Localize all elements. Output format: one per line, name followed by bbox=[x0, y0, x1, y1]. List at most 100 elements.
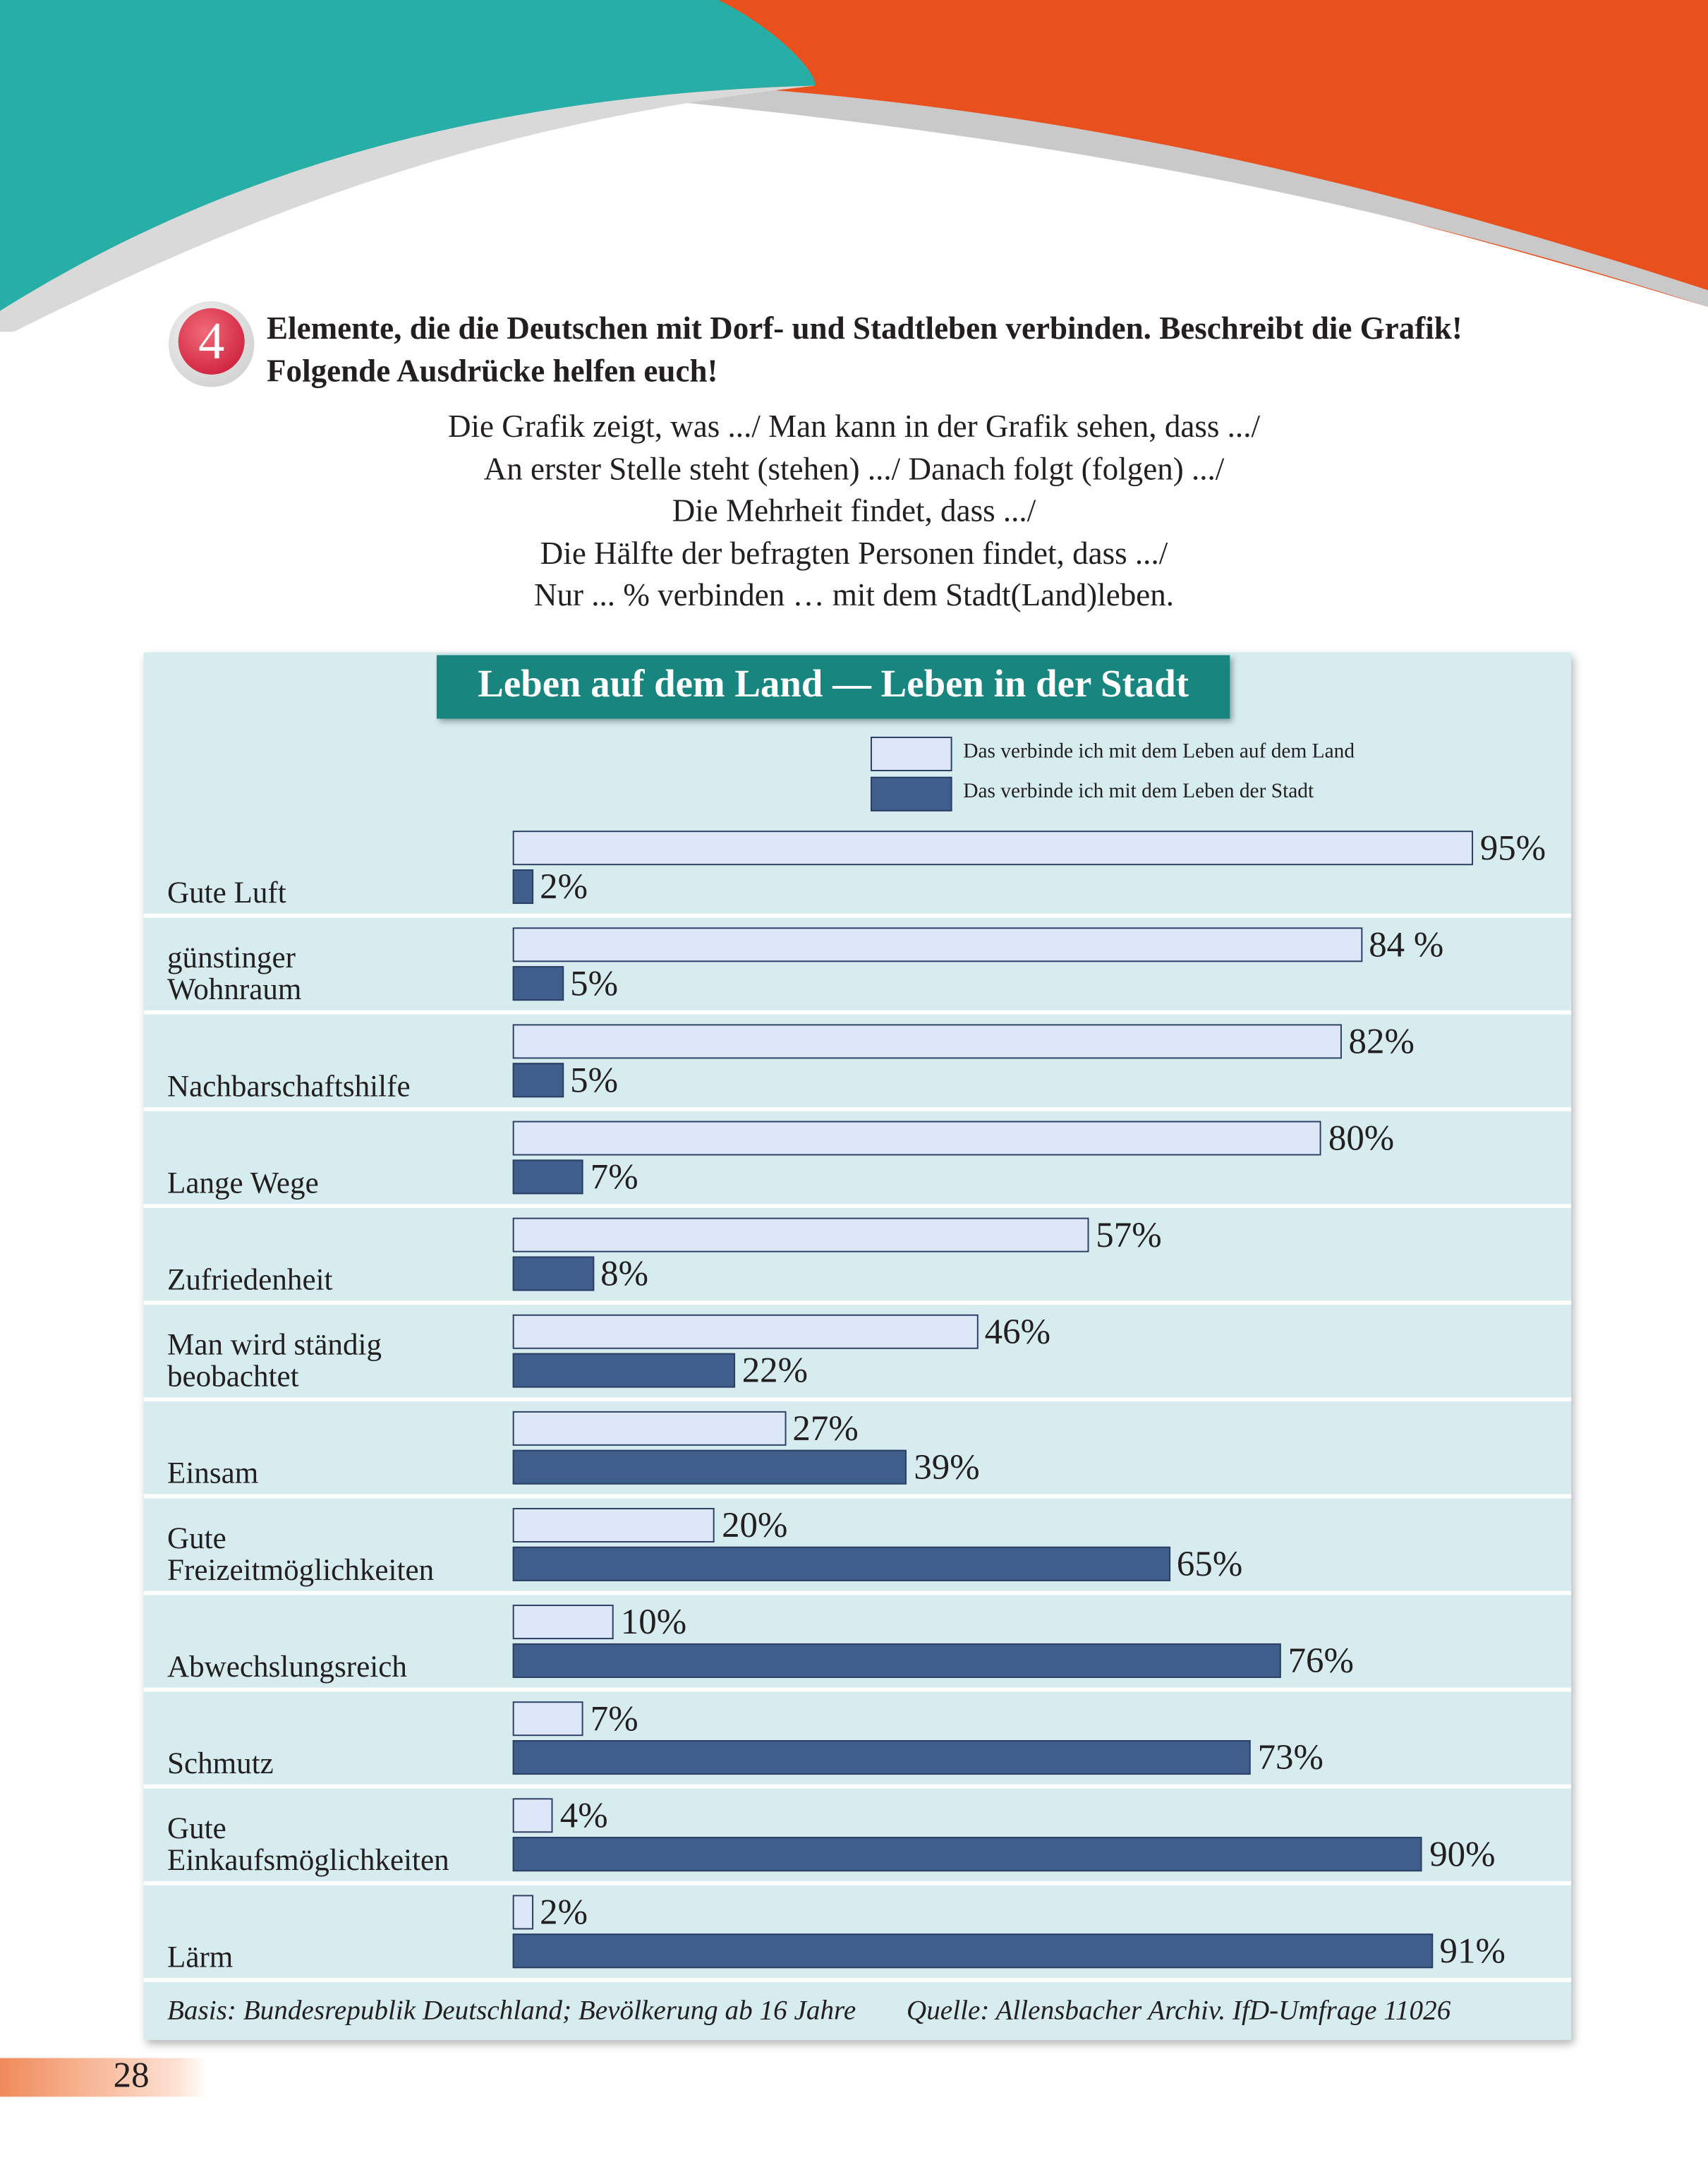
bar bbox=[512, 1643, 1281, 1678]
bar bbox=[512, 1314, 978, 1349]
bar bbox=[512, 1353, 735, 1388]
header-decoration bbox=[0, 0, 1708, 332]
row-separator bbox=[143, 913, 1572, 918]
bar bbox=[512, 927, 1362, 962]
instruction-line: Elemente, die die Deutschen mit Dorf- un… bbox=[267, 310, 1462, 346]
category-label: Zufriedenheit bbox=[167, 1209, 499, 1295]
bar bbox=[512, 966, 564, 1001]
category-text: Lärm bbox=[167, 1939, 234, 1974]
value-label: 2% bbox=[540, 867, 588, 907]
bar bbox=[512, 1546, 1170, 1581]
bar bbox=[512, 1701, 583, 1737]
bar bbox=[512, 1507, 715, 1543]
value-label: 4% bbox=[559, 1795, 608, 1836]
row-separator bbox=[143, 1687, 1572, 1692]
value-label: 2% bbox=[540, 1892, 588, 1933]
row-separator bbox=[143, 1397, 1572, 1402]
category-label: Lange Wege bbox=[167, 1113, 499, 1198]
category-text: Abwechslungsreich bbox=[167, 1648, 407, 1684]
value-label: 39% bbox=[914, 1447, 980, 1487]
category-label: günstinger Wohnraum bbox=[167, 919, 499, 1005]
chart-title: Leben auf dem Land — Leben in der Stadt bbox=[436, 655, 1230, 719]
value-label: 76% bbox=[1288, 1641, 1354, 1681]
legend-swatch bbox=[871, 737, 952, 771]
category-text: Schmutz bbox=[167, 1745, 274, 1780]
value-label: 7% bbox=[590, 1698, 638, 1739]
legend-swatch bbox=[871, 776, 952, 811]
category-text: Gute Einkaufsmöglichkeiten bbox=[167, 1810, 449, 1877]
row-separator bbox=[143, 1204, 1572, 1208]
category-text: Lange Wege bbox=[167, 1165, 319, 1200]
row-separator bbox=[143, 1590, 1572, 1595]
value-label: 7% bbox=[590, 1157, 638, 1197]
row-separator bbox=[143, 1300, 1572, 1305]
value-label: 80% bbox=[1328, 1118, 1395, 1159]
category-text: Nachbarschaftshilfe bbox=[167, 1068, 411, 1104]
category-label: Gute Freizeitmöglichkeiten bbox=[167, 1499, 499, 1587]
value-label: 5% bbox=[570, 963, 619, 1004]
category-text: Zufriedenheit bbox=[167, 1262, 333, 1297]
row-separator bbox=[143, 1784, 1572, 1789]
phrase: An erster Stelle steht (stehen) .../ Dan… bbox=[483, 451, 1225, 486]
category-text: Gute Freizeitmöglichkeiten bbox=[167, 1520, 435, 1587]
bar bbox=[512, 1121, 1322, 1156]
category-text: Gute Luft bbox=[167, 874, 286, 910]
exercise-number: 4 bbox=[178, 308, 245, 375]
value-label: 57% bbox=[1096, 1214, 1162, 1255]
page-number: 28 bbox=[113, 2055, 150, 2096]
value-label: 22% bbox=[741, 1350, 808, 1391]
category-label: Abwechslungsreich bbox=[167, 1596, 499, 1682]
note: Basis: Bundesrepublik Deutschland; Bevöl… bbox=[167, 1996, 856, 2027]
bar bbox=[512, 1217, 1089, 1252]
category-label: Schmutz bbox=[167, 1693, 499, 1780]
phrase: Nur ... % verbinden … mit dem Stadt(Land… bbox=[533, 577, 1175, 612]
instruction: Elemente, die die Deutschen mit Dorf- un… bbox=[267, 307, 1462, 392]
category-text: günstinger Wohnraum bbox=[167, 939, 302, 1006]
value-label: 27% bbox=[792, 1408, 859, 1449]
bar bbox=[512, 831, 1474, 866]
category-text: Man wird ständig beobachtet bbox=[167, 1327, 382, 1394]
value-label: 46% bbox=[984, 1311, 1051, 1352]
value-label: 90% bbox=[1429, 1834, 1496, 1875]
note: Quelle: Allensbacher Archiv. IfD-Umfrage… bbox=[906, 1996, 1451, 2027]
row-separator bbox=[143, 1010, 1572, 1015]
bar bbox=[512, 1837, 1423, 1872]
value-label: 84 % bbox=[1369, 924, 1444, 965]
row-separator bbox=[143, 1881, 1572, 1885]
value-label: 10% bbox=[620, 1602, 687, 1642]
category-label: Nachbarschaftshilfe bbox=[167, 1016, 499, 1101]
value-label: 91% bbox=[1439, 1931, 1506, 1972]
bar bbox=[512, 869, 533, 905]
legend-label: Das verbinde ich mit dem Leben der Stadt bbox=[963, 780, 1314, 804]
category-label: Gute Einkaufsmöglichkeiten bbox=[167, 1790, 499, 1876]
phrase: Die Mehrheit findet, dass .../ bbox=[672, 493, 1036, 529]
page-number-strip bbox=[0, 2058, 207, 2097]
value-label: 95% bbox=[1479, 828, 1546, 869]
row-separator bbox=[143, 1977, 1572, 1982]
category-label: Lärm bbox=[167, 1887, 499, 1972]
bar bbox=[512, 1798, 553, 1833]
legend-label: Das verbinde ich mit dem Leben auf dem L… bbox=[963, 740, 1355, 763]
bar bbox=[512, 1449, 907, 1485]
row-separator bbox=[143, 1494, 1572, 1499]
category-label: Man wird ständig beobachtet bbox=[167, 1306, 499, 1392]
value-label: 65% bbox=[1176, 1543, 1243, 1584]
phrase: Die Grafik zeigt, was .../ Man kann in d… bbox=[447, 409, 1261, 444]
bar bbox=[512, 1895, 533, 1930]
row-separator bbox=[143, 1106, 1572, 1111]
bar bbox=[512, 1740, 1251, 1775]
value-label: 20% bbox=[722, 1505, 788, 1545]
bar bbox=[512, 1024, 1342, 1059]
value-label: 5% bbox=[570, 1060, 619, 1101]
value-label: 8% bbox=[600, 1253, 649, 1294]
value-label: 73% bbox=[1257, 1737, 1324, 1777]
bar bbox=[512, 1159, 583, 1195]
category-label: Gute Luft bbox=[167, 822, 499, 910]
instruction-line: Folgende Ausdrücke helfen euch! bbox=[267, 354, 718, 389]
bar bbox=[512, 1256, 594, 1291]
category-label: Einsam bbox=[167, 1403, 499, 1489]
bar bbox=[512, 1933, 1433, 1969]
bar bbox=[512, 1411, 786, 1446]
